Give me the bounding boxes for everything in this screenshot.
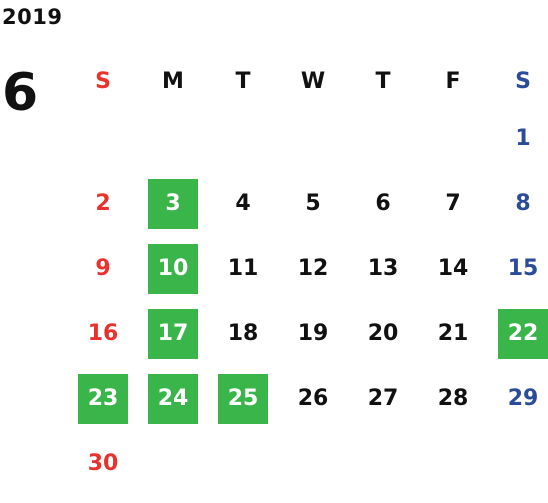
calendar-day-13[interactable]: 13 (348, 236, 418, 301)
calendar-day-17[interactable]: 17 (138, 301, 208, 366)
calendar-day-number: 8 (515, 191, 531, 216)
calendar-day-number: 30 (87, 451, 119, 476)
calendar-day-6[interactable]: 6 (348, 171, 418, 236)
calendar-day-number: 1 (515, 126, 531, 151)
calendar-day-number: 2 (95, 191, 111, 216)
calendar-day-20[interactable]: 20 (348, 301, 418, 366)
weekday-header-thu: T (375, 68, 391, 94)
calendar-day-number: 9 (95, 256, 111, 281)
calendar-day-1[interactable]: 1 (488, 106, 548, 171)
calendar-day-number: 24 (157, 386, 189, 411)
calendar-day-10[interactable]: 10 (138, 236, 208, 301)
weekday-header-sun: S (95, 68, 111, 94)
calendar-day-14[interactable]: 14 (418, 236, 488, 301)
calendar-day-number: 18 (227, 321, 259, 346)
calendar-day-number: 20 (367, 321, 399, 346)
calendar-day-21[interactable]: 21 (418, 301, 488, 366)
calendar-day-30[interactable]: 30 (68, 431, 138, 496)
weekday-header-sat: S (515, 68, 531, 94)
calendar-day-2[interactable]: 2 (68, 171, 138, 236)
calendar-day-number: 17 (157, 321, 189, 346)
calendar-day-number: 6 (375, 191, 391, 216)
calendar-day-number: 4 (235, 191, 251, 216)
calendar-day-number: 11 (227, 256, 259, 281)
calendar-day-number: 3 (165, 191, 181, 216)
calendar-day-15[interactable]: 15 (488, 236, 548, 301)
calendar-day-number: 21 (437, 321, 469, 346)
calendar-day-number: 29 (507, 386, 539, 411)
weekday-header-fri: F (445, 68, 461, 94)
calendar-day-number: 14 (437, 256, 469, 281)
calendar-day-8[interactable]: 8 (488, 171, 548, 236)
calendar-day-number: 16 (87, 321, 119, 346)
calendar-day-22[interactable]: 22 (488, 301, 548, 366)
calendar-day-26[interactable]: 26 (278, 366, 348, 431)
calendar-day-27[interactable]: 27 (348, 366, 418, 431)
calendar-day-7[interactable]: 7 (418, 171, 488, 236)
calendar-year: 2019 (2, 5, 63, 29)
calendar-day-number: 12 (297, 256, 329, 281)
calendar-day-23[interactable]: 23 (68, 366, 138, 431)
calendar-day-18[interactable]: 18 (208, 301, 278, 366)
calendar-day-29[interactable]: 29 (488, 366, 548, 431)
calendar-day-number: 7 (445, 191, 461, 216)
calendar-day-number: 25 (227, 386, 259, 411)
calendar-day-number: 19 (297, 321, 329, 346)
calendar-day-12[interactable]: 12 (278, 236, 348, 301)
calendar-day-19[interactable]: 19 (278, 301, 348, 366)
weekday-header-mon: M (162, 68, 184, 94)
calendar-day-number: 26 (297, 386, 329, 411)
calendar-day-16[interactable]: 16 (68, 301, 138, 366)
calendar-day-number: 23 (87, 386, 119, 411)
calendar-day-24[interactable]: 24 (138, 366, 208, 431)
calendar-grid: S M T W T F S 1 2 3 4 5 6 7 8 9 10 11 12 13 14 15 16 17 1… (68, 56, 548, 496)
calendar-day-3[interactable]: 3 (138, 171, 208, 236)
calendar-day-25[interactable]: 25 (208, 366, 278, 431)
calendar-day-number: 13 (367, 256, 399, 281)
calendar-day-number: 27 (367, 386, 399, 411)
calendar-day-28[interactable]: 28 (418, 366, 488, 431)
calendar-day-5[interactable]: 5 (278, 171, 348, 236)
calendar-day-4[interactable]: 4 (208, 171, 278, 236)
calendar-day-number: 5 (305, 191, 321, 216)
weekday-header-wed: W (300, 68, 326, 94)
calendar-day-9[interactable]: 9 (68, 236, 138, 301)
calendar-month: 6 (2, 63, 39, 123)
weekday-header-tue: T (235, 68, 251, 94)
calendar-day-number: 28 (437, 386, 469, 411)
calendar-day-11[interactable]: 11 (208, 236, 278, 301)
calendar-day-number: 22 (507, 321, 539, 346)
calendar-day-number: 10 (157, 256, 189, 281)
calendar-day-number: 15 (507, 256, 539, 281)
